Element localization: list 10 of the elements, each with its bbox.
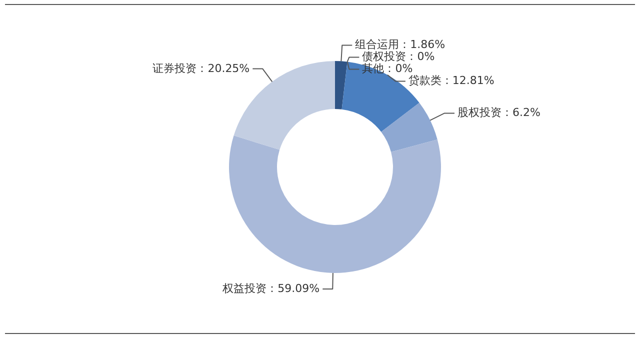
slice-label: 组合运用：1.86% <box>355 38 446 52</box>
donut-slice <box>381 102 438 152</box>
slice-label: 股权投资：6.2% <box>458 106 540 120</box>
slice-label: 权益投资：59.09% <box>222 282 320 295</box>
slice-label: 证券投资：20.25% <box>152 62 250 75</box>
donut-slice <box>335 61 348 110</box>
donut-slice <box>342 62 420 132</box>
donut-slice <box>229 136 441 273</box>
legend-label: 债权投资：0% <box>362 50 435 64</box>
slice-label: 贷款类：12.81% <box>408 74 494 88</box>
